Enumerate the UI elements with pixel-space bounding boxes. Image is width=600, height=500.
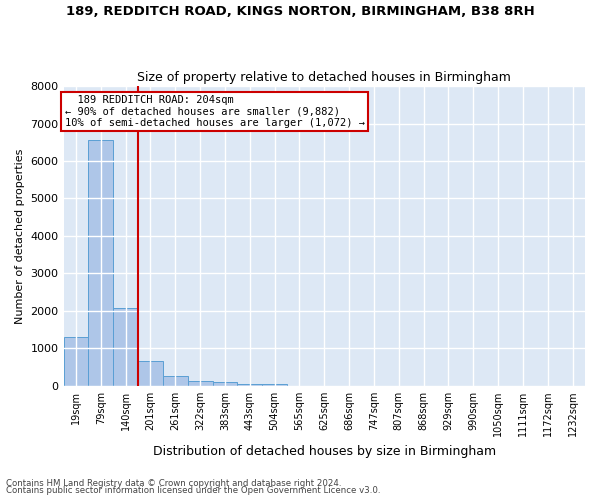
Title: Size of property relative to detached houses in Birmingham: Size of property relative to detached ho…	[137, 70, 511, 84]
Bar	[212, 382, 238, 386]
Bar	[113, 308, 138, 386]
Bar	[163, 376, 188, 386]
Bar	[64, 337, 88, 386]
Y-axis label: Number of detached properties: Number of detached properties	[15, 148, 25, 324]
Bar	[262, 384, 287, 386]
Bar	[88, 140, 113, 386]
Text: Contains public sector information licensed under the Open Government Licence v3: Contains public sector information licen…	[6, 486, 380, 495]
X-axis label: Distribution of detached houses by size in Birmingham: Distribution of detached houses by size …	[153, 444, 496, 458]
Bar	[138, 361, 163, 386]
Text: Contains HM Land Registry data © Crown copyright and database right 2024.: Contains HM Land Registry data © Crown c…	[6, 478, 341, 488]
Text: 189 REDDITCH ROAD: 204sqm  
← 90% of detached houses are smaller (9,882)
10% of : 189 REDDITCH ROAD: 204sqm ← 90% of detac…	[65, 95, 365, 128]
Bar	[188, 380, 212, 386]
Bar	[238, 384, 262, 386]
Text: 189, REDDITCH ROAD, KINGS NORTON, BIRMINGHAM, B38 8RH: 189, REDDITCH ROAD, KINGS NORTON, BIRMIN…	[65, 5, 535, 18]
